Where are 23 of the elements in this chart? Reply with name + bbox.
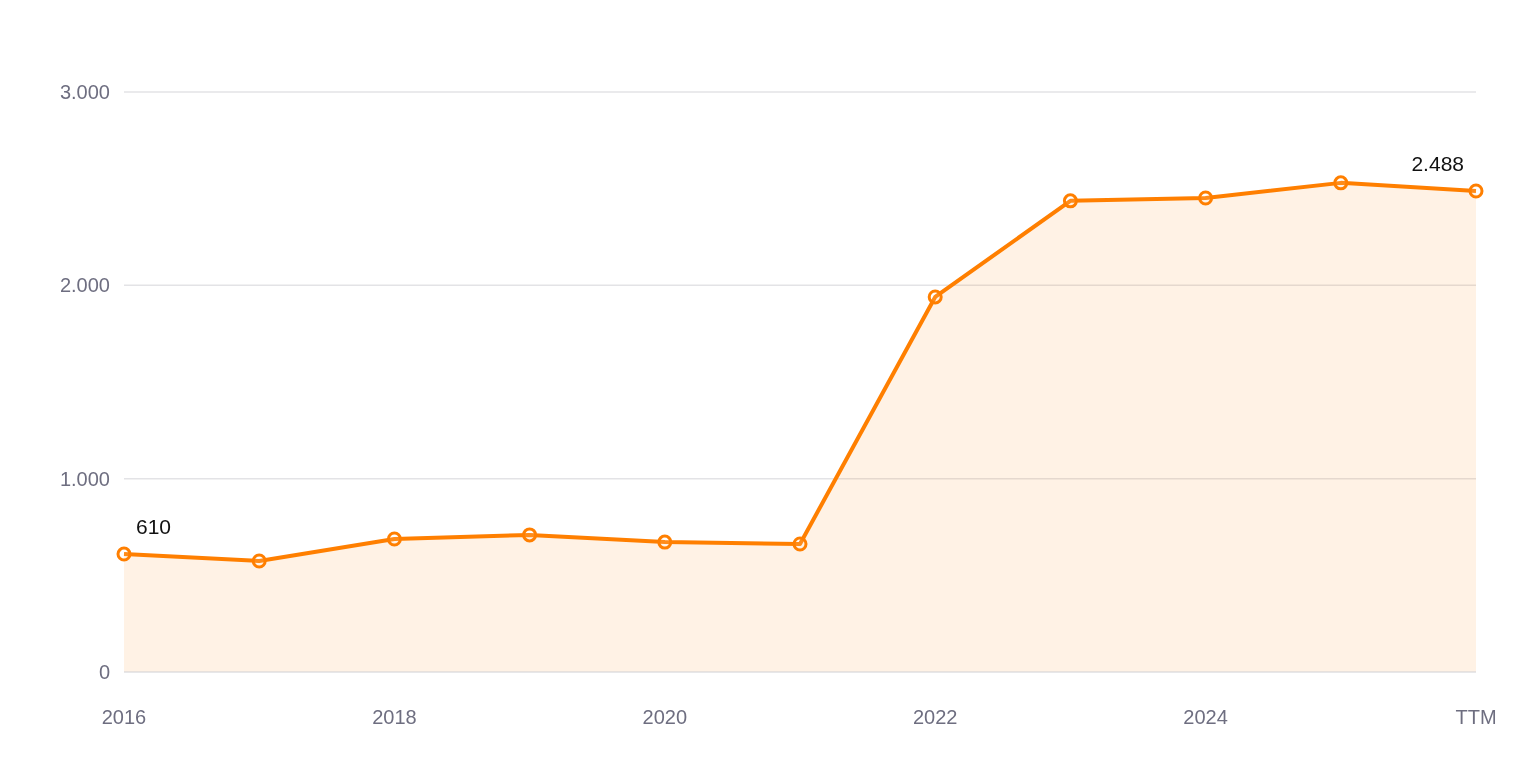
point — [522, 527, 538, 543]
y-tick-label: 2.000 — [59, 274, 110, 297]
x-tick-label: TTM — [1455, 706, 1497, 729]
data-label: 2.488 — [1411, 151, 1464, 175]
point — [251, 553, 267, 569]
x-tick-label: 2022 — [912, 706, 958, 729]
point — [1333, 175, 1349, 191]
point — [116, 546, 132, 562]
point — [1468, 183, 1484, 199]
point — [792, 536, 808, 552]
point — [1062, 193, 1078, 209]
point — [657, 534, 673, 550]
y-tick-label: 1.000 — [59, 467, 110, 490]
y-tick-label: 0 — [98, 661, 110, 684]
data-label: 610 — [136, 515, 172, 539]
x-tick-label: 2020 — [642, 706, 688, 729]
x-tick-label: 2016 — [101, 706, 147, 729]
x-tick-label: 2018 — [372, 706, 417, 729]
y-tick-label: 3.000 — [59, 81, 110, 104]
point — [927, 289, 943, 305]
x-tick-label: 2024 — [1183, 706, 1228, 729]
point — [1198, 190, 1214, 206]
point — [386, 531, 402, 547]
